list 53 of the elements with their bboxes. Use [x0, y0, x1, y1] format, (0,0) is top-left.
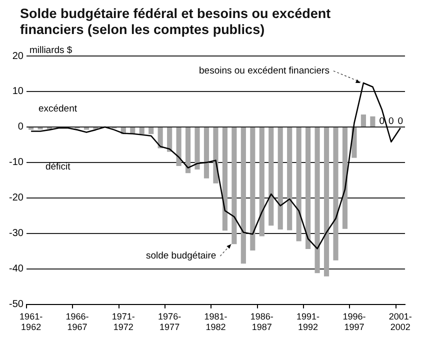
- bar: [370, 116, 376, 126]
- bar: [204, 127, 210, 178]
- bar: [250, 127, 256, 250]
- bar: [185, 127, 191, 174]
- x-tick-label: 1986-1987: [250, 311, 274, 332]
- bar: [148, 127, 154, 134]
- chart-title: Solde budgétaire fédéral et besoins ou excédent financiers (selon les comptes publics): [20, 6, 332, 38]
- bar: [194, 127, 200, 170]
- y-tick-label: 0: [18, 122, 24, 133]
- bar: [213, 127, 218, 184]
- bar: [314, 127, 320, 274]
- y-tick-label: 20: [12, 50, 24, 62]
- x-tick-label: 1961-1962: [20, 311, 43, 332]
- y-tick-label: -20: [9, 192, 24, 204]
- y-tick-label: -30: [9, 228, 24, 240]
- bar: [287, 127, 292, 230]
- bar: [360, 114, 366, 126]
- bar: [342, 127, 348, 229]
- bar: [333, 127, 338, 260]
- bar: [139, 127, 144, 134]
- y-tick-label: -50: [9, 299, 24, 310]
- x-tick-label: 1996-1997: [342, 311, 366, 332]
- annotation: excédent: [38, 104, 78, 115]
- bar: [306, 127, 311, 250]
- x-tick-label: 2001-2002: [388, 311, 412, 332]
- x-tick-label: 1991-1992: [296, 311, 320, 332]
- bar: [232, 127, 237, 244]
- x-tick-label: 1976-1977: [158, 311, 182, 332]
- bar: [240, 127, 246, 264]
- bar: [324, 127, 330, 276]
- bar: [278, 127, 283, 230]
- y-tick-label: -40: [9, 264, 24, 275]
- data-label: 0: [379, 116, 385, 127]
- data-label: 0: [388, 116, 394, 127]
- annotation: déficit: [45, 162, 71, 173]
- x-tick-label: 1971-1972: [112, 311, 135, 332]
- bar: [28, 127, 34, 130]
- bar: [268, 127, 274, 226]
- bar: [259, 127, 264, 236]
- series-label: solde budgétaire: [146, 250, 216, 262]
- y-axis-title: milliards $: [29, 44, 73, 56]
- x-tick-label: 1981-1982: [204, 311, 228, 332]
- bar: [84, 127, 90, 130]
- bar: [167, 127, 172, 152]
- y-tick-label: 10: [12, 86, 24, 98]
- bar: [158, 127, 163, 148]
- data-label: 0: [398, 116, 404, 127]
- bar: [296, 127, 302, 242]
- bar: [176, 127, 182, 166]
- y-tick-label: -10: [9, 157, 24, 168]
- x-tick-label: 1966-1967: [66, 311, 89, 332]
- text: besoins ou excédent financiers: [199, 66, 330, 77]
- bar: [222, 127, 228, 231]
